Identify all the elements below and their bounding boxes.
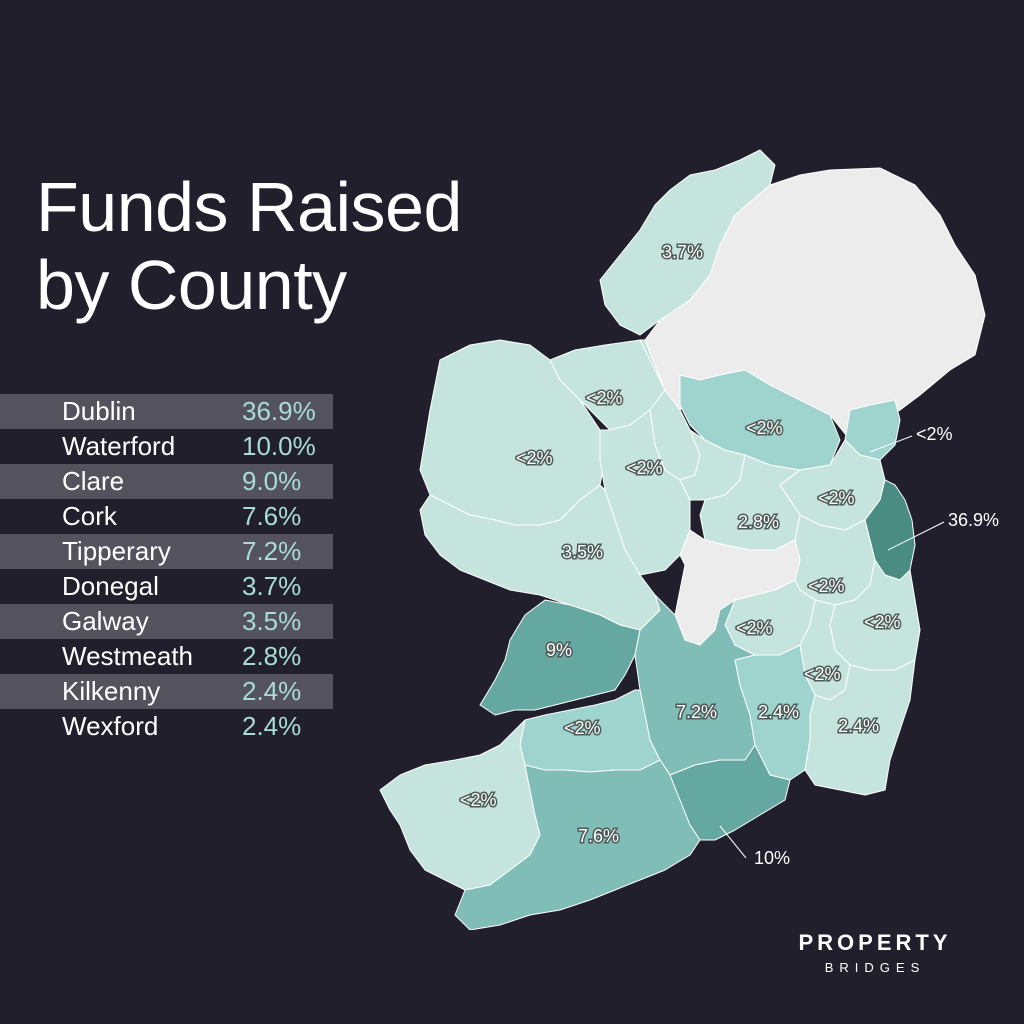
county-name: Westmeath [62, 641, 194, 671]
callout-line-waterford [719, 825, 747, 859]
map-label-waterford: 10% [754, 848, 790, 868]
table-row: Donegal 3.7% [0, 569, 333, 604]
table-row: Galway 3.5% [0, 604, 333, 639]
map-label-roscommon: <2% [626, 458, 663, 478]
table-row: Kilkenny 2.4% [0, 674, 333, 709]
county-percent: 9.0% [242, 466, 302, 496]
map-label-cork: 7.6% [578, 826, 619, 846]
county-name: Clare [62, 466, 125, 496]
county-percent: 7.6% [242, 501, 302, 531]
callout-line-louth [869, 435, 913, 453]
county-waterford [669, 744, 791, 841]
county-percent: 7.2% [242, 536, 302, 566]
table-row: Westmeath 2.8% [0, 639, 333, 674]
map-label-westmeath: 2.8% [738, 512, 779, 532]
table-row: Dublin 36.9% [0, 394, 333, 429]
map-label-sligo: <2% [586, 388, 623, 408]
county-percent: 10.0% [242, 431, 316, 461]
map-label-louth: <2% [916, 424, 953, 444]
logo-main-text: PROPERTY [798, 930, 952, 955]
map-label-tipperary: 7.2% [676, 702, 717, 722]
table-row: Wexford 2.4% [0, 709, 333, 744]
county-percent: 2.4% [242, 676, 302, 706]
county-name: Donegal [62, 571, 159, 601]
map-label-meath: <2% [818, 488, 855, 508]
county-percent: 3.7% [242, 571, 302, 601]
map-label-laois: <2% [736, 618, 773, 638]
map-label-limerick: <2% [564, 718, 601, 738]
county-name: Waterford [62, 431, 176, 461]
county-clare [479, 599, 641, 716]
table-row: Cork 7.6% [0, 499, 333, 534]
funds-table: Dublin 36.9% Waterford 10.0% Clare 9.0% … [0, 394, 333, 744]
map-label-carlow: <2% [804, 664, 841, 684]
county-percent: 36.9% [242, 396, 316, 426]
map-label-mayo: <2% [516, 448, 553, 468]
title-line-1: Funds Raised [36, 168, 462, 246]
map-label-cavan: <2% [746, 418, 783, 438]
county-percent: 2.4% [242, 711, 302, 741]
map-label-dublin: 36.9% [948, 510, 999, 530]
table-row: Waterford 10.0% [0, 429, 333, 464]
county-name: Cork [62, 501, 117, 531]
ireland-county-map: 3.7% <2% <2% <2% <2% <2% 2.8% 3.5% <2% <… [379, 149, 999, 930]
title-line-2: by County [36, 246, 347, 324]
county-donegal [599, 149, 776, 336]
county-name: Dublin [62, 396, 136, 426]
map-label-wexford: 2.4% [838, 716, 879, 736]
map-label-donegal: 3.7% [662, 242, 703, 262]
map-label-wicklow: <2% [864, 612, 901, 632]
map-label-clare: 9% [546, 640, 572, 660]
map-label-galway: 3.5% [562, 542, 603, 562]
county-name: Wexford [62, 711, 159, 741]
county-cork [454, 759, 701, 930]
map-label-kerry: <2% [460, 790, 497, 810]
logo-sub-text: BRIDGES [824, 960, 926, 975]
county-percent: 3.5% [242, 606, 302, 636]
callout-line-dublin [887, 521, 945, 551]
county-name: Tipperary [62, 536, 171, 566]
county-name: Kilkenny [62, 676, 161, 706]
property-bridges-logo: PROPERTY BRIDGES [790, 930, 960, 975]
page-title: Funds Raised by County [36, 168, 462, 324]
table-row: Clare 9.0% [0, 464, 333, 499]
map-label-kildare: <2% [808, 576, 845, 596]
county-percent: 2.8% [242, 641, 302, 671]
table-row: Tipperary 7.2% [0, 534, 333, 569]
county-wexford [804, 659, 916, 796]
county-name: Galway [62, 606, 149, 636]
map-label-kilkenny: 2.4% [758, 702, 799, 722]
